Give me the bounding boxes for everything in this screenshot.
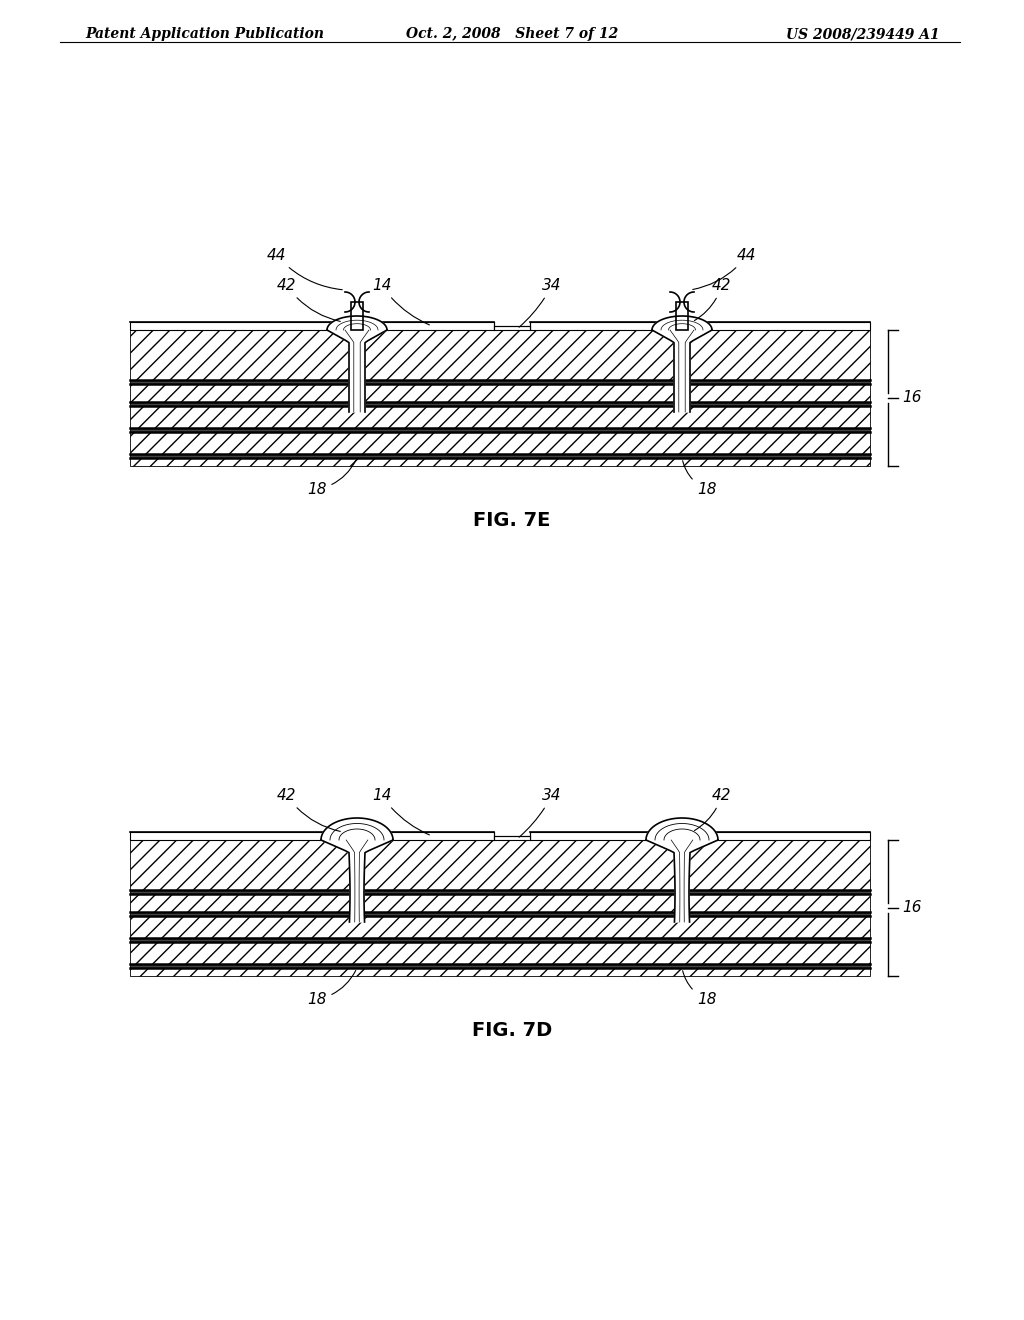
Bar — [130, 832, 333, 840]
Text: 44: 44 — [267, 248, 342, 289]
Bar — [130, 890, 870, 894]
Text: 14: 14 — [372, 279, 429, 325]
Bar — [530, 322, 658, 330]
Bar — [530, 832, 658, 840]
Text: 18: 18 — [307, 461, 355, 498]
Bar — [130, 322, 333, 330]
Bar — [130, 939, 870, 942]
Text: 34: 34 — [519, 788, 561, 837]
Polygon shape — [321, 840, 393, 921]
Polygon shape — [321, 818, 393, 840]
Text: FIG. 7E: FIG. 7E — [473, 511, 551, 531]
Text: 44: 44 — [692, 248, 757, 289]
Bar — [130, 428, 870, 432]
Polygon shape — [327, 330, 387, 412]
Text: 34: 34 — [519, 279, 561, 327]
Text: 18: 18 — [683, 970, 717, 1007]
Bar — [381, 832, 494, 840]
Bar — [130, 912, 870, 916]
Bar — [130, 968, 870, 975]
Bar — [130, 942, 870, 964]
Bar — [494, 326, 530, 330]
Bar — [130, 458, 870, 466]
Polygon shape — [646, 818, 718, 840]
Bar — [130, 380, 870, 384]
Bar — [130, 894, 870, 912]
Text: Patent Application Publication: Patent Application Publication — [85, 26, 324, 41]
Bar — [130, 964, 870, 968]
Bar — [130, 454, 870, 458]
Bar — [351, 302, 362, 330]
Text: 14: 14 — [372, 788, 429, 836]
Text: 18: 18 — [307, 970, 355, 1007]
Bar — [130, 403, 870, 407]
Text: 42: 42 — [694, 279, 731, 321]
Bar — [130, 384, 870, 403]
Bar — [130, 432, 870, 454]
Text: US 2008/239449 A1: US 2008/239449 A1 — [786, 26, 940, 41]
Bar — [130, 407, 870, 428]
Bar — [130, 330, 870, 380]
Text: 42: 42 — [278, 279, 340, 322]
Text: FIG. 7D: FIG. 7D — [472, 1022, 552, 1040]
Text: 18: 18 — [683, 461, 717, 498]
Text: 42: 42 — [694, 788, 731, 830]
Bar — [130, 840, 870, 890]
Bar — [494, 836, 530, 840]
Bar — [676, 302, 688, 330]
Polygon shape — [646, 840, 718, 921]
Polygon shape — [327, 315, 387, 330]
Bar — [381, 322, 494, 330]
Bar — [706, 322, 870, 330]
Text: 16: 16 — [902, 900, 922, 916]
Bar — [130, 916, 870, 939]
Bar — [706, 832, 870, 840]
Text: 16: 16 — [902, 391, 922, 405]
Polygon shape — [652, 330, 712, 412]
Text: 42: 42 — [278, 788, 340, 832]
Text: Oct. 2, 2008   Sheet 7 of 12: Oct. 2, 2008 Sheet 7 of 12 — [406, 26, 618, 41]
Polygon shape — [652, 315, 712, 330]
